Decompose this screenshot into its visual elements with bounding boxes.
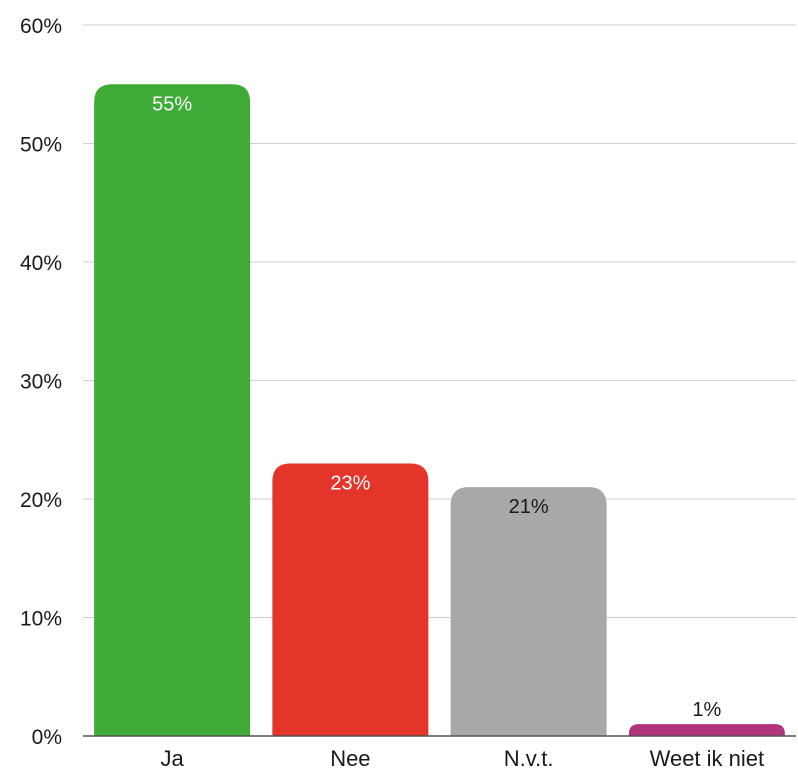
- x-category-label: N.v.t.: [504, 746, 554, 771]
- bar-nee: [272, 463, 429, 736]
- y-tick-label: 40%: [20, 252, 62, 275]
- y-tick-label: 0%: [32, 726, 62, 749]
- y-tick-label: 20%: [20, 489, 62, 512]
- data-label: 23%: [330, 472, 370, 494]
- y-axis-ticks: 0% 10% 20% 30% 40% 50% 60%: [20, 15, 62, 749]
- y-tick-label: 10%: [20, 608, 62, 631]
- bar-n-v-t: [450, 487, 607, 736]
- y-tick-label: 30%: [20, 371, 62, 394]
- data-labels: 55% 23% 21% 1%: [152, 93, 721, 721]
- bar-ja: [94, 84, 251, 736]
- y-tick-label: 50%: [20, 134, 62, 157]
- x-axis-categories: Ja Nee N.v.t. Weet ik niet: [161, 746, 765, 771]
- data-label: 1%: [692, 699, 721, 721]
- bar-weet-ik-niet: [628, 724, 785, 736]
- bars: [94, 84, 785, 736]
- y-tick-label: 60%: [20, 15, 62, 38]
- data-label: 21%: [509, 496, 549, 518]
- x-category-label: Ja: [161, 746, 185, 771]
- data-label: 55%: [152, 93, 192, 115]
- x-category-label: Weet ik niet: [650, 746, 765, 771]
- x-category-label: Nee: [330, 746, 370, 771]
